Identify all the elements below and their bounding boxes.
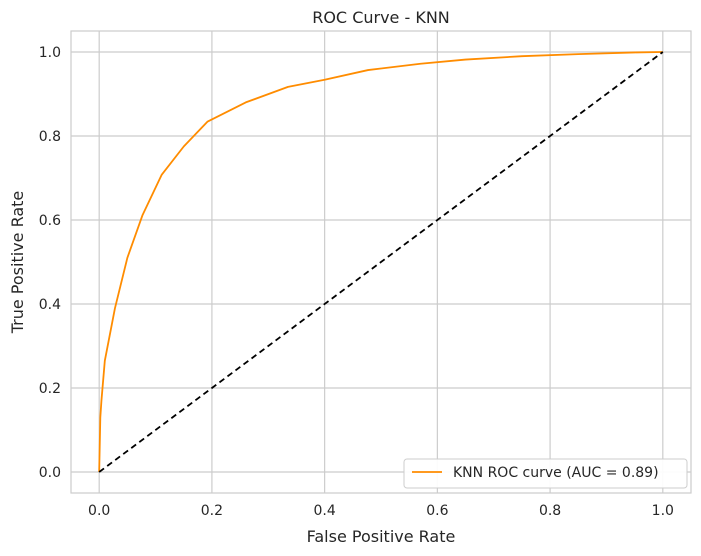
x-tick-label: 0.2 bbox=[201, 503, 223, 519]
y-axis-title: True Positive Rate bbox=[8, 191, 27, 335]
x-tick-label: 0.6 bbox=[426, 503, 448, 519]
y-tick-label: 0.4 bbox=[39, 297, 61, 313]
legend: KNN ROC curve (AUC = 0.89) bbox=[403, 458, 688, 489]
knn-roc-curve bbox=[98, 51, 663, 473]
chance-diagonal-line bbox=[98, 51, 664, 473]
x-tick-label: 0.4 bbox=[314, 503, 336, 519]
y-tick-label: 0.6 bbox=[39, 213, 61, 229]
y-tick-labels: 0.0 0.2 0.4 0.6 0.8 1.0 bbox=[39, 45, 61, 481]
x-tick-label: 0.0 bbox=[88, 503, 110, 519]
x-tick-label: 1.0 bbox=[652, 503, 674, 519]
legend-label-knn: KNN ROC curve (AUC = 0.89) bbox=[453, 465, 659, 481]
legend-box bbox=[403, 458, 688, 489]
x-axis-title: False Positive Rate bbox=[307, 527, 456, 546]
x-tick-labels: 0.0 0.2 0.4 0.6 0.8 1.0 bbox=[88, 503, 674, 519]
series-lines bbox=[98, 51, 664, 473]
y-tick-label: 0.0 bbox=[39, 465, 61, 481]
y-tick-label: 1.0 bbox=[39, 45, 61, 61]
y-tick-label: 0.8 bbox=[39, 129, 61, 145]
y-tick-label: 0.2 bbox=[39, 381, 61, 397]
chart-title: ROC Curve - KNN bbox=[312, 8, 450, 27]
x-tick-label: 0.8 bbox=[539, 503, 561, 519]
